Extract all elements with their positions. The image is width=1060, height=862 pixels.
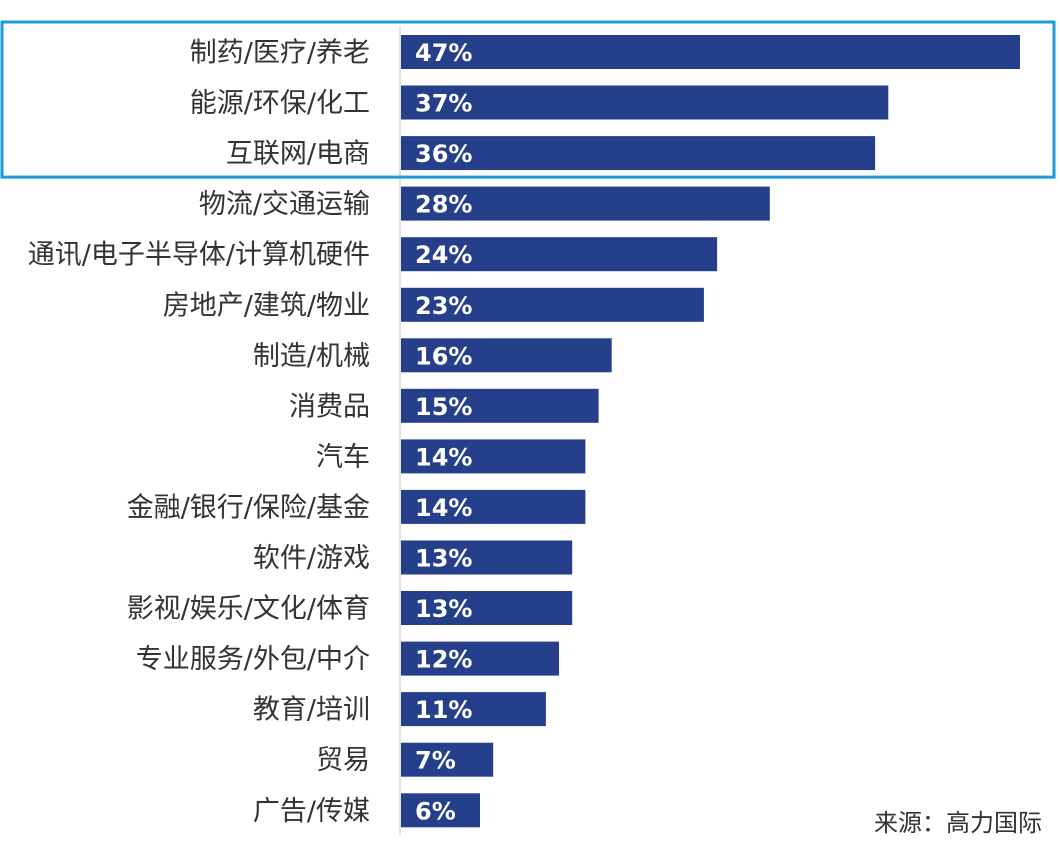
category-label: 互联网/电商: [226, 139, 370, 170]
bar: [401, 742, 494, 777]
data-label: 47%: [415, 39, 472, 67]
source-note: 来源：高力国际: [874, 809, 1042, 837]
category-label: 房地产/建筑/物业: [163, 290, 370, 321]
category-label: 软件/游戏: [253, 543, 370, 574]
data-label: 24%: [415, 241, 472, 269]
bar: [401, 591, 573, 625]
category-label: 金融/银行/保险/基金: [127, 493, 370, 524]
category-label: 通讯/电子半导体/计算机硬件: [28, 240, 370, 271]
bar: [401, 35, 1020, 69]
bar: [401, 388, 599, 423]
category-label: 制药/医疗/养老: [190, 38, 370, 69]
data-label: 37%: [415, 90, 472, 118]
bar: [401, 136, 876, 171]
bar: [401, 439, 586, 474]
highlight-box: [0, 20, 1056, 179]
data-label: 13%: [415, 545, 472, 573]
data-label: 14%: [415, 443, 472, 471]
bar: [401, 540, 573, 575]
data-label: 15%: [415, 393, 472, 421]
category-label: 广告/传媒: [253, 796, 370, 827]
data-label: 13%: [415, 595, 472, 623]
bar: [401, 489, 586, 524]
category-label: 消费品: [289, 391, 370, 422]
category-label: 物流/交通运输: [199, 189, 370, 220]
bar: [401, 237, 718, 272]
bar: [401, 692, 546, 727]
bar: [401, 641, 559, 676]
data-label: 7%: [415, 747, 456, 775]
bar: [401, 338, 612, 373]
bar: [401, 793, 480, 828]
category-label: 贸易: [316, 745, 370, 776]
category-label: 教育/培训: [253, 695, 370, 726]
data-label: 23%: [415, 292, 472, 320]
bar: [401, 85, 889, 120]
category-label: 汽车: [316, 442, 370, 473]
data-label: 36%: [415, 140, 472, 168]
category-label: 专业服务/外包/中介: [136, 644, 370, 675]
data-label: 16%: [415, 342, 472, 370]
bar: [401, 287, 704, 322]
data-label: 28%: [415, 191, 472, 219]
data-label: 14%: [415, 494, 472, 522]
data-label: 11%: [415, 696, 472, 724]
category-label: 能源/环保/化工: [190, 88, 370, 119]
data-label: 6%: [415, 797, 456, 825]
data-label: 12%: [415, 646, 472, 674]
category-label: 影视/娱乐/文化/体育: [127, 594, 370, 625]
category-label: 制造/机械: [253, 341, 370, 372]
bar: [401, 186, 770, 221]
